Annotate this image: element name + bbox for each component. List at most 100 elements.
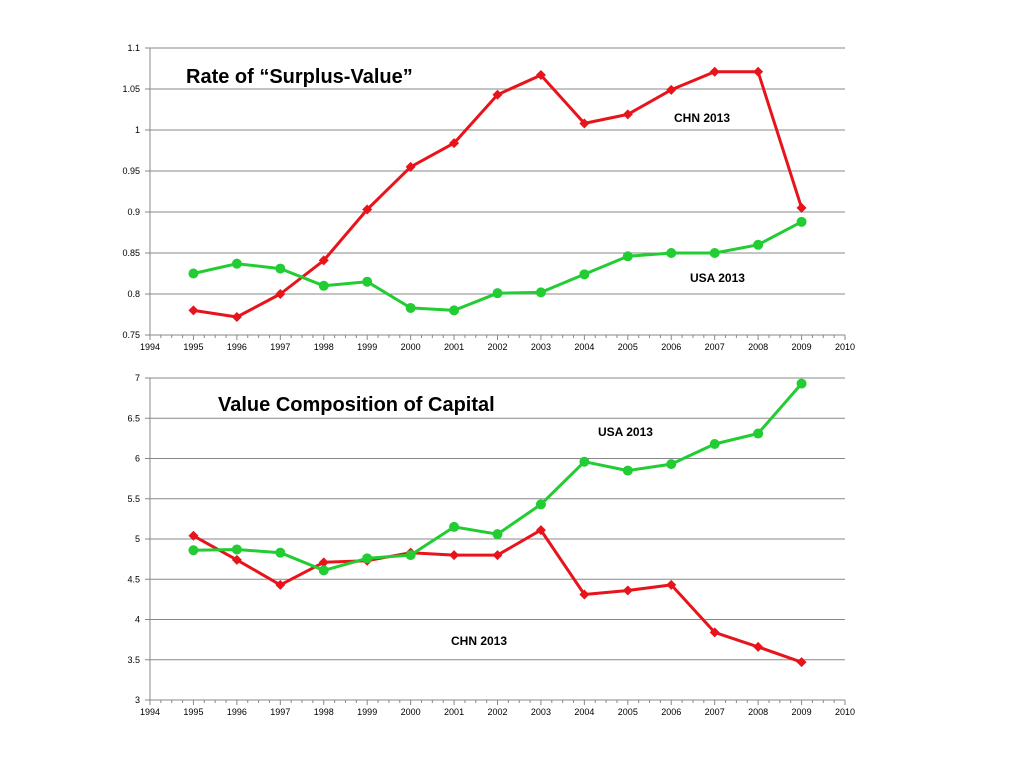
grid-lines [150,377,845,701]
series-lines [188,378,807,668]
x-tick-label: 1999 [357,707,377,717]
data-point-chn-2013 [796,202,807,213]
axes [145,47,846,340]
data-point-chn-2013 [709,66,720,77]
data-point-usa-2013 [492,288,503,299]
y-tick-label: 0.85 [122,248,140,258]
data-point-usa-2013 [579,456,590,467]
data-point-usa-2013 [709,439,720,450]
y-tick-label: 0.95 [122,166,140,176]
data-point-chn-2013 [753,66,764,77]
chart-title: Rate of “Surplus-Value” [186,66,413,88]
data-point-chn-2013 [579,589,590,600]
y-tick-label: 6.5 [127,413,140,423]
data-point-chn-2013 [666,84,677,95]
x-tick-label: 2002 [487,707,507,717]
data-point-chn-2013 [579,118,590,129]
y-tick-label: 7 [135,373,140,383]
x-tick-label: 1997 [270,342,290,352]
data-point-chn-2013 [535,70,546,81]
x-tick-label: 1994 [140,707,160,717]
data-point-chn-2013 [492,89,503,100]
y-tick-labels: 0.75 0.8 0.85 0.9 0.95 1 1.05 1.1 [122,43,140,340]
data-point-usa-2013 [275,263,286,274]
x-tick-label: 1998 [314,707,334,717]
data-point-usa-2013 [449,305,460,316]
data-point-chn-2013 [231,311,242,322]
data-point-chn-2013 [449,550,460,561]
series-label-usa: USA 2013 [598,425,653,439]
x-tick-label: 2000 [401,707,421,717]
x-tick-label: 2005 [618,342,638,352]
x-tick-label: 2001 [444,707,464,717]
data-point-usa-2013 [622,465,633,476]
data-point-chn-2013 [709,627,720,638]
series-label-chn: CHN 2013 [674,111,730,125]
series-label-usa: USA 2013 [690,271,745,285]
y-tick-label: 1 [135,125,140,135]
x-tick-label: 2005 [618,707,638,717]
x-tick-label: 2000 [401,342,421,352]
x-tick-label: 1998 [314,342,334,352]
data-point-usa-2013 [188,268,199,279]
x-tick-label: 2007 [705,707,725,717]
data-point-usa-2013 [405,302,416,313]
x-tick-labels: 1994 1995 1996 1997 1998 1999 2000 2001 2002 2003… [140,707,855,717]
grid-lines [150,47,845,336]
data-point-usa-2013 [449,521,460,532]
x-tick-label: 1995 [183,707,203,717]
data-point-usa-2013 [275,547,286,558]
y-tick-label: 0.75 [122,330,140,340]
x-tick-label: 2010 [835,342,855,352]
data-point-usa-2013 [796,378,807,389]
x-tick-label: 2004 [574,342,594,352]
data-point-usa-2013 [796,216,807,227]
x-tick-label: 2001 [444,342,464,352]
data-point-chn-2013 [622,109,633,120]
data-point-chn-2013 [622,585,633,596]
data-point-chn-2013 [449,138,460,149]
y-tick-label: 0.9 [127,207,140,217]
data-point-usa-2013 [753,239,764,250]
x-tick-label: 2009 [792,342,812,352]
data-point-usa-2013 [535,499,546,510]
series-label-chn: CHN 2013 [451,634,507,648]
data-point-chn-2013 [231,554,242,565]
y-tick-label: 5.5 [127,494,140,504]
x-tick-label: 1997 [270,707,290,717]
x-tick-label: 1996 [227,342,247,352]
data-point-chn-2013 [666,579,677,590]
x-tick-label: 1995 [183,342,203,352]
data-point-usa-2013 [362,276,373,287]
x-tick-label: 2009 [792,707,812,717]
y-tick-label: 4.5 [127,574,140,584]
x-tick-label: 2007 [705,342,725,352]
y-tick-label: 3.5 [127,655,140,665]
x-tick-label: 1994 [140,342,160,352]
x-tick-label: 2008 [748,707,768,717]
x-tick-label: 2003 [531,342,551,352]
data-point-usa-2013 [492,529,503,540]
series-lines [188,66,807,322]
y-tick-label: 5 [135,534,140,544]
data-point-chn-2013 [318,255,329,266]
y-tick-label: 3 [135,695,140,705]
x-tick-labels: 1994 1995 1996 1997 1998 1999 2000 2001 2002 2003… [140,342,855,352]
data-point-usa-2013 [188,545,199,556]
x-tick-label: 2006 [661,707,681,717]
data-point-usa-2013 [753,428,764,439]
data-point-usa-2013 [666,248,677,258]
data-point-usa-2013 [535,287,546,298]
data-point-usa-2013 [231,544,242,555]
data-point-usa-2013 [579,269,590,280]
x-tick-label: 2002 [487,342,507,352]
data-point-chn-2013 [275,289,286,299]
x-tick-label: 1999 [357,342,377,352]
data-point-usa-2013 [709,248,720,258]
y-tick-label: 1.1 [127,43,140,53]
x-tick-label: 2004 [574,707,594,717]
chart-value-composition: 33.544.555.566.57 1994 1995 1996 1997 1998 19… [127,373,855,717]
data-point-chn-2013 [535,525,546,536]
data-point-usa-2013 [622,251,633,262]
